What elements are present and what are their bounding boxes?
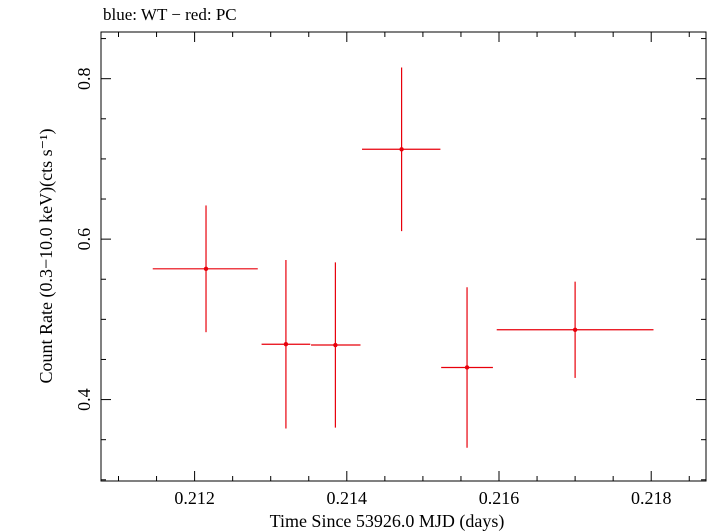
plot-frame <box>100 31 707 482</box>
data-point <box>496 281 654 378</box>
point-marker <box>572 327 578 332</box>
data-point <box>441 287 493 448</box>
point-marker <box>399 147 404 152</box>
data-point <box>311 262 361 428</box>
x-axis-label: Time Since 53926.0 MJD (days) <box>270 511 505 532</box>
x-tick-label: 0.218 <box>631 488 672 508</box>
tick-labels: 0.212 0.214 0.216 0.218 0.4 0.6 0.8 <box>74 67 671 508</box>
x-tick-label: 0.216 <box>479 488 520 508</box>
data-point <box>152 205 258 333</box>
point-marker <box>283 342 289 347</box>
y-tick-label: 0.6 <box>74 228 94 251</box>
data-point <box>261 259 311 429</box>
point-marker <box>333 342 338 348</box>
data-point <box>362 67 441 232</box>
y-axis-label: Count Rate (0.3−10.0 keV)(cts s⁻¹) <box>36 128 57 383</box>
x-tick-label: 0.214 <box>327 488 368 508</box>
y-tick-label: 0.8 <box>74 67 94 90</box>
point-marker <box>464 365 470 370</box>
data-points <box>152 67 654 448</box>
axis-ticks <box>101 32 706 481</box>
chart-title: blue: WT − red: PC <box>103 5 237 24</box>
x-tick-label: 0.212 <box>174 488 215 508</box>
y-tick-label: 0.4 <box>74 388 94 411</box>
point-marker <box>203 266 209 272</box>
